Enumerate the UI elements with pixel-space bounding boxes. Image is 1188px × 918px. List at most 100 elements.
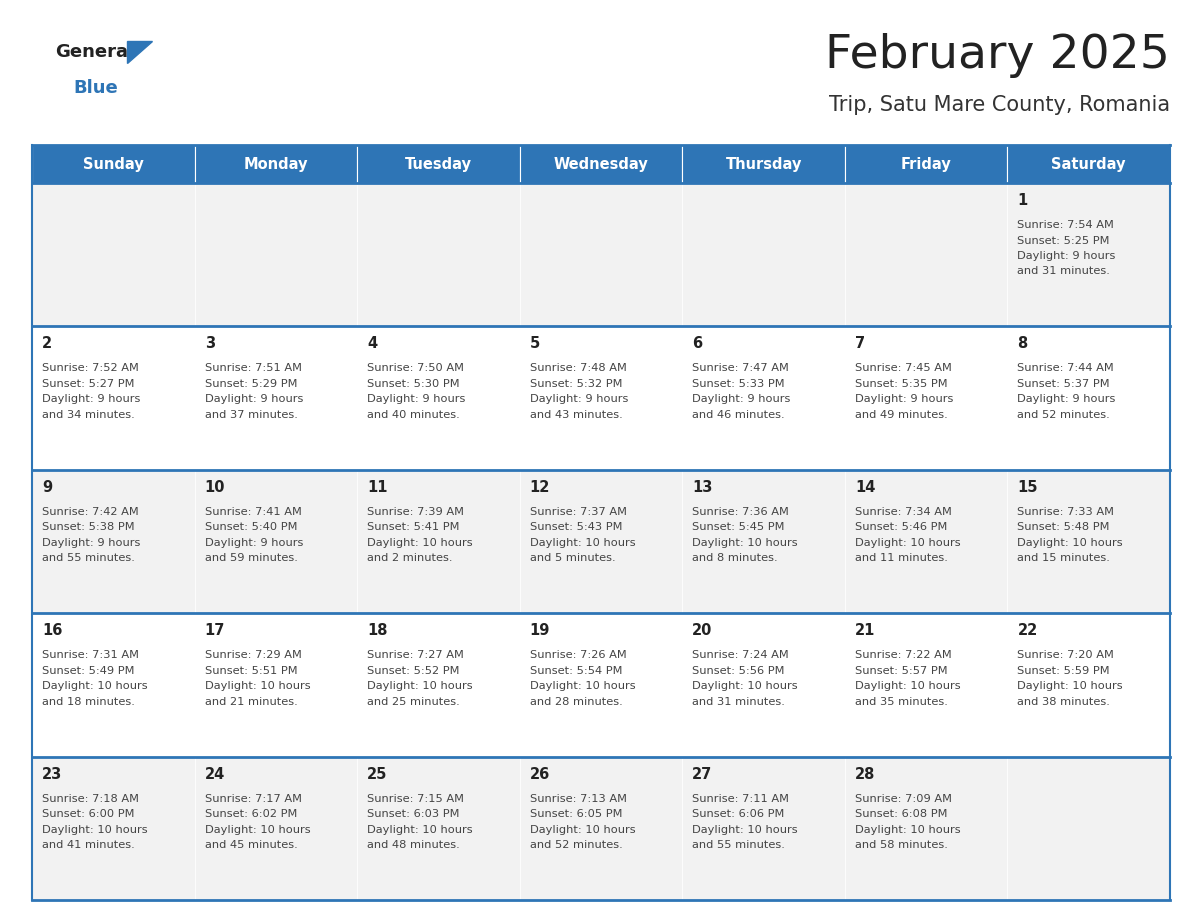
Text: 28: 28 xyxy=(855,767,876,781)
Text: Sunrise: 7:51 AM: Sunrise: 7:51 AM xyxy=(204,364,302,374)
Text: and 35 minutes.: and 35 minutes. xyxy=(855,697,948,707)
Text: Sunrise: 7:42 AM: Sunrise: 7:42 AM xyxy=(42,507,139,517)
Text: Daylight: 10 hours: Daylight: 10 hours xyxy=(693,681,798,691)
Text: 9: 9 xyxy=(42,480,52,495)
Text: February 2025: February 2025 xyxy=(826,32,1170,77)
Text: 21: 21 xyxy=(855,623,876,638)
Text: 27: 27 xyxy=(693,767,713,781)
Text: and 31 minutes.: and 31 minutes. xyxy=(1017,266,1111,276)
Text: Sunset: 5:49 PM: Sunset: 5:49 PM xyxy=(42,666,134,676)
Bar xyxy=(845,183,1007,327)
Text: and 28 minutes.: and 28 minutes. xyxy=(530,697,623,707)
Text: Sunrise: 7:48 AM: Sunrise: 7:48 AM xyxy=(530,364,626,374)
Bar xyxy=(845,756,1007,900)
Text: and 46 minutes.: and 46 minutes. xyxy=(693,410,785,420)
Bar xyxy=(1007,756,1170,900)
Text: Trip, Satu Mare County, Romania: Trip, Satu Mare County, Romania xyxy=(829,95,1170,115)
Text: Sunset: 5:33 PM: Sunset: 5:33 PM xyxy=(693,379,785,389)
Text: and 55 minutes.: and 55 minutes. xyxy=(42,554,135,564)
Text: 5: 5 xyxy=(530,336,541,352)
Text: Thursday: Thursday xyxy=(726,156,802,172)
Bar xyxy=(845,327,1007,470)
Text: Sunset: 5:32 PM: Sunset: 5:32 PM xyxy=(530,379,623,389)
Text: Daylight: 10 hours: Daylight: 10 hours xyxy=(367,538,473,548)
Bar xyxy=(1007,470,1170,613)
Text: 26: 26 xyxy=(530,767,550,781)
Text: Saturday: Saturday xyxy=(1051,156,1126,172)
Bar xyxy=(1007,183,1170,327)
Text: Sunrise: 7:22 AM: Sunrise: 7:22 AM xyxy=(855,650,952,660)
Text: Daylight: 9 hours: Daylight: 9 hours xyxy=(530,395,628,405)
Text: Daylight: 10 hours: Daylight: 10 hours xyxy=(367,824,473,834)
Text: 17: 17 xyxy=(204,623,225,638)
Text: Daylight: 9 hours: Daylight: 9 hours xyxy=(42,538,140,548)
Text: Sunrise: 7:47 AM: Sunrise: 7:47 AM xyxy=(693,364,789,374)
Text: Daylight: 10 hours: Daylight: 10 hours xyxy=(1017,538,1123,548)
Bar xyxy=(358,756,519,900)
Text: Daylight: 9 hours: Daylight: 9 hours xyxy=(204,538,303,548)
Text: Sunrise: 7:54 AM: Sunrise: 7:54 AM xyxy=(1017,220,1114,230)
Text: and 15 minutes.: and 15 minutes. xyxy=(1017,554,1111,564)
Bar xyxy=(32,756,195,900)
Text: Daylight: 10 hours: Daylight: 10 hours xyxy=(693,824,798,834)
Text: Sunrise: 7:37 AM: Sunrise: 7:37 AM xyxy=(530,507,627,517)
Bar xyxy=(1007,613,1170,756)
Bar xyxy=(682,756,845,900)
Text: 10: 10 xyxy=(204,480,225,495)
Text: Daylight: 10 hours: Daylight: 10 hours xyxy=(204,824,310,834)
Text: Daylight: 10 hours: Daylight: 10 hours xyxy=(855,824,960,834)
Text: Daylight: 9 hours: Daylight: 9 hours xyxy=(855,395,953,405)
Bar xyxy=(845,613,1007,756)
Bar xyxy=(519,327,682,470)
Text: Sunset: 5:40 PM: Sunset: 5:40 PM xyxy=(204,522,297,532)
Bar xyxy=(358,470,519,613)
Text: 7: 7 xyxy=(855,336,865,352)
Text: Sunset: 5:54 PM: Sunset: 5:54 PM xyxy=(530,666,623,676)
Text: Daylight: 10 hours: Daylight: 10 hours xyxy=(693,538,798,548)
Text: Daylight: 9 hours: Daylight: 9 hours xyxy=(367,395,466,405)
Bar xyxy=(519,756,682,900)
Text: Sunset: 5:25 PM: Sunset: 5:25 PM xyxy=(1017,236,1110,245)
Text: 14: 14 xyxy=(855,480,876,495)
Bar xyxy=(32,145,195,183)
Text: Sunrise: 7:27 AM: Sunrise: 7:27 AM xyxy=(367,650,465,660)
Bar xyxy=(682,183,845,327)
Text: and 21 minutes.: and 21 minutes. xyxy=(204,697,297,707)
Text: Daylight: 9 hours: Daylight: 9 hours xyxy=(1017,395,1116,405)
Bar xyxy=(682,327,845,470)
Bar xyxy=(682,470,845,613)
Polygon shape xyxy=(127,41,152,63)
Text: Sunrise: 7:20 AM: Sunrise: 7:20 AM xyxy=(1017,650,1114,660)
Text: Sunset: 5:48 PM: Sunset: 5:48 PM xyxy=(1017,522,1110,532)
Text: Sunrise: 7:44 AM: Sunrise: 7:44 AM xyxy=(1017,364,1114,374)
Text: and 52 minutes.: and 52 minutes. xyxy=(530,840,623,850)
Text: and 25 minutes.: and 25 minutes. xyxy=(367,697,460,707)
Text: 6: 6 xyxy=(693,336,702,352)
Text: and 2 minutes.: and 2 minutes. xyxy=(367,554,453,564)
Bar xyxy=(358,145,519,183)
Text: Sunset: 5:30 PM: Sunset: 5:30 PM xyxy=(367,379,460,389)
Text: and 38 minutes.: and 38 minutes. xyxy=(1017,697,1111,707)
Text: and 11 minutes.: and 11 minutes. xyxy=(855,554,948,564)
Text: Sunset: 5:57 PM: Sunset: 5:57 PM xyxy=(855,666,948,676)
Text: Sunset: 5:37 PM: Sunset: 5:37 PM xyxy=(1017,379,1110,389)
Text: Daylight: 10 hours: Daylight: 10 hours xyxy=(855,681,960,691)
Text: 2: 2 xyxy=(42,336,52,352)
Text: Tuesday: Tuesday xyxy=(405,156,472,172)
Text: Daylight: 10 hours: Daylight: 10 hours xyxy=(42,824,147,834)
Text: 8: 8 xyxy=(1017,336,1028,352)
Text: Daylight: 10 hours: Daylight: 10 hours xyxy=(530,538,636,548)
Text: and 59 minutes.: and 59 minutes. xyxy=(204,554,297,564)
Bar xyxy=(195,756,358,900)
Text: and 37 minutes.: and 37 minutes. xyxy=(204,410,297,420)
Bar xyxy=(845,470,1007,613)
Text: and 34 minutes.: and 34 minutes. xyxy=(42,410,134,420)
Bar xyxy=(1007,327,1170,470)
Text: Sunrise: 7:50 AM: Sunrise: 7:50 AM xyxy=(367,364,465,374)
Bar xyxy=(195,613,358,756)
Text: Sunset: 5:46 PM: Sunset: 5:46 PM xyxy=(855,522,947,532)
Text: 24: 24 xyxy=(204,767,225,781)
Text: Sunrise: 7:26 AM: Sunrise: 7:26 AM xyxy=(530,650,626,660)
Text: 15: 15 xyxy=(1017,480,1038,495)
Text: 1: 1 xyxy=(1017,193,1028,208)
